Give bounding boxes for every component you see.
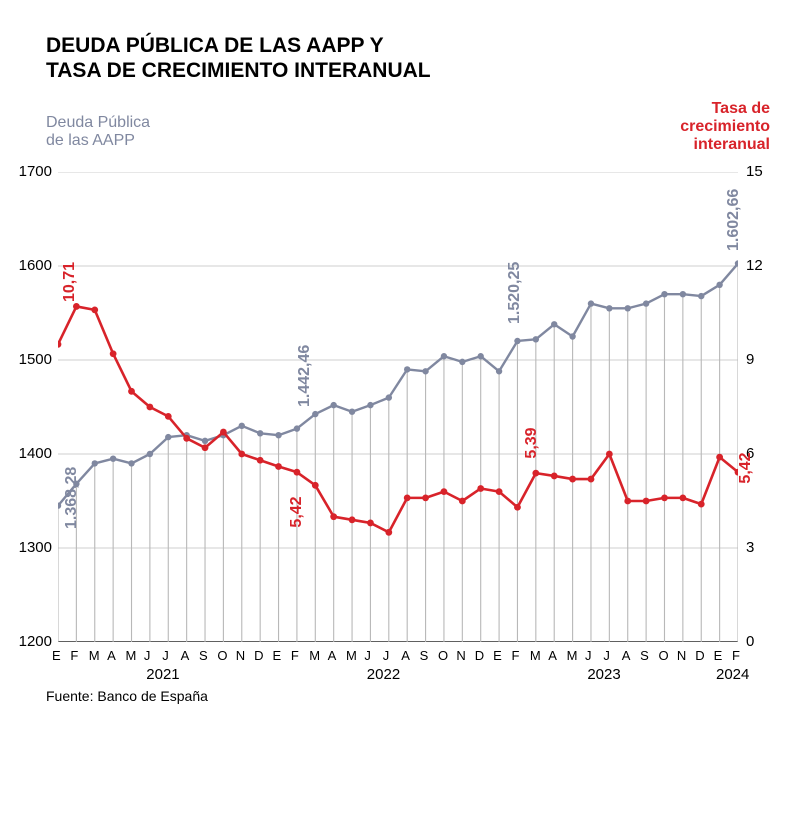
y-left-tick: 1600: [10, 257, 52, 274]
x-month-tick: M: [126, 648, 137, 663]
x-month-tick: D: [254, 648, 263, 663]
x-month-tick: S: [420, 648, 429, 663]
value-annotation: 1.442,46: [296, 347, 314, 407]
x-month-tick: A: [622, 648, 631, 663]
x-month-tick: M: [309, 648, 320, 663]
x-month-tick: J: [364, 648, 371, 663]
y-right-tick: 15: [746, 163, 776, 180]
chart-source: Fuente: Banco de España: [46, 688, 208, 704]
x-month-tick: N: [456, 648, 465, 663]
x-month-tick: S: [640, 648, 649, 663]
x-month-tick: D: [695, 648, 704, 663]
y-left-tick: 1200: [10, 633, 52, 650]
y-right-tick: 12: [746, 257, 776, 274]
x-year-label: 2023: [587, 666, 620, 683]
chart-plot-area: [58, 172, 738, 642]
x-month-tick: M: [567, 648, 578, 663]
x-month-tick: O: [658, 648, 668, 663]
x-year-label: 2022: [367, 666, 400, 683]
y-right-tick: 9: [746, 351, 776, 368]
chart-page: DEUDA PÚBLICA DE LAS AAPP Y TASA DE CREC…: [0, 0, 800, 824]
x-month-tick: E: [52, 648, 61, 663]
x-year-label: 2024: [716, 666, 749, 683]
x-month-tick: A: [107, 648, 116, 663]
x-month-tick: J: [144, 648, 151, 663]
x-month-tick: E: [714, 648, 723, 663]
y-right-tick: 0: [746, 633, 776, 650]
y-right-tick: 3: [746, 539, 776, 556]
x-month-tick: F: [70, 648, 78, 663]
x-month-tick: A: [181, 648, 190, 663]
value-annotation: 1.602,66: [725, 191, 743, 251]
x-month-tick: N: [677, 648, 686, 663]
x-month-tick: N: [236, 648, 245, 663]
x-month-tick: A: [328, 648, 337, 663]
x-year-label: 2021: [146, 666, 179, 683]
x-month-tick: E: [493, 648, 502, 663]
x-month-tick: O: [217, 648, 227, 663]
legend-right: Tasa de crecimiento interanual: [680, 100, 770, 154]
value-annotation: 1.368,28: [63, 469, 81, 529]
x-month-tick: O: [438, 648, 448, 663]
x-month-tick: F: [511, 648, 519, 663]
y-left-tick: 1500: [10, 351, 52, 368]
y-left-tick: 1400: [10, 445, 52, 462]
x-month-tick: E: [273, 648, 282, 663]
x-month-tick: J: [383, 648, 390, 663]
x-month-tick: A: [548, 648, 557, 663]
x-month-tick: J: [603, 648, 610, 663]
value-annotation: 10,71: [61, 252, 79, 312]
x-month-tick: S: [199, 648, 208, 663]
y-left-tick: 1700: [10, 163, 52, 180]
value-annotation: 5,39: [523, 413, 541, 473]
x-month-tick: M: [346, 648, 357, 663]
value-annotation: 5,42: [737, 438, 755, 498]
x-month-tick: D: [475, 648, 484, 663]
y-left-tick: 1300: [10, 539, 52, 556]
x-month-tick: A: [401, 648, 410, 663]
x-month-tick: F: [291, 648, 299, 663]
x-month-tick: M: [89, 648, 100, 663]
x-month-tick: F: [732, 648, 740, 663]
x-month-tick: J: [162, 648, 169, 663]
value-annotation: 1.520,25: [506, 264, 524, 324]
value-annotation: 5,42: [288, 482, 306, 542]
legend-left: Deuda Pública de las AAPP: [46, 114, 150, 151]
x-month-tick: M: [530, 648, 541, 663]
x-month-tick: J: [585, 648, 592, 663]
chart-title: DEUDA PÚBLICA DE LAS AAPP Y TASA DE CREC…: [46, 34, 431, 84]
